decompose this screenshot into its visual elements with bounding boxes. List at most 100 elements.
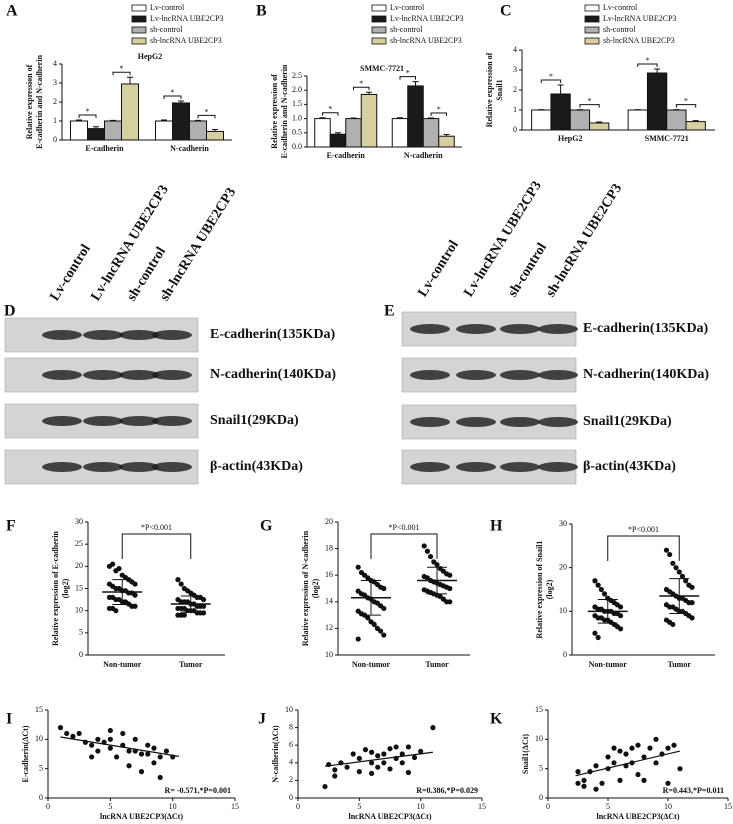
significance-bracket [579, 104, 600, 108]
data-point [76, 730, 82, 737]
y-tick-label: 14 [325, 597, 333, 606]
panel-letter: C [500, 3, 512, 20]
data-point [375, 764, 381, 770]
data-point [120, 730, 126, 737]
error-bar [212, 129, 218, 132]
bar [391, 118, 409, 148]
x-tick-label: 5 [606, 802, 610, 811]
error-bar [178, 100, 184, 103]
significance-star: * [406, 69, 410, 78]
bar [104, 120, 122, 141]
data-point [200, 596, 207, 603]
y-tick-label: 10 [35, 734, 43, 743]
legend-label: Lv-lncRNA UBE2CP3 [150, 14, 224, 23]
legend-label: Lv-control [390, 3, 425, 12]
data-point [611, 745, 617, 751]
data-point [595, 582, 601, 588]
legend-swatch [584, 26, 600, 34]
fit-line [60, 736, 179, 757]
x-tick-label: 10 [417, 802, 425, 811]
x-tick-label: Tumor [668, 660, 692, 669]
data-point [598, 586, 604, 593]
bar [666, 109, 687, 131]
y-axis-label: (log2) [61, 578, 70, 598]
protein-label: β-actin(43KDa) [210, 459, 303, 474]
significance-bracket [197, 114, 216, 119]
significance-bracket [399, 76, 416, 80]
data-point [89, 742, 95, 748]
data-point [369, 770, 375, 776]
sd-whisker [669, 578, 690, 615]
data-point [629, 745, 635, 751]
data-point [405, 769, 411, 776]
y-tick-label: 5 [39, 763, 43, 772]
data-point [399, 760, 405, 766]
panel-letter: F [6, 518, 16, 535]
bar [87, 128, 105, 141]
legend-label: Lv-control [603, 3, 638, 12]
data-point [653, 760, 659, 766]
data-point [132, 736, 138, 742]
x-tick-label: N-cadherin [170, 144, 209, 153]
data-point [381, 632, 387, 638]
y-tick-label: 5 [79, 628, 83, 637]
data-point [344, 764, 350, 770]
data-point [399, 751, 405, 757]
data-point [70, 733, 76, 740]
y-tick-label: 25 [75, 539, 83, 548]
y-axis-label: E-cadherin and N-cadherin [280, 64, 289, 158]
data-point [369, 749, 375, 755]
legend-swatch [584, 4, 600, 12]
data-point [599, 780, 605, 786]
data-point [387, 766, 393, 772]
data-point [670, 560, 676, 566]
data-point [593, 763, 599, 769]
y-tick-label: 4 [513, 45, 517, 54]
x-tick-label: 0 [296, 802, 300, 811]
data-point [381, 751, 387, 757]
data-point [332, 773, 338, 779]
lane-label: sh-lncRNA UBE2CP3 [157, 185, 239, 303]
data-point [424, 548, 430, 554]
data-point [332, 767, 338, 773]
x-axis-label: lncRNA UBE2CP3(ΔCt) [100, 812, 183, 821]
error-bar [412, 81, 419, 86]
data-point [381, 585, 387, 592]
data-point [592, 578, 598, 584]
blot-band [83, 370, 123, 380]
x-tick-label: 5 [108, 802, 112, 811]
legend-label: Lv-lncRNA UBE2CP3 [603, 14, 677, 23]
y-tick-label: 12 [325, 623, 333, 632]
x-tick-label: 0 [46, 802, 50, 811]
x-axis-label: lncRNA UBE2CP3(ΔCt) [596, 812, 679, 821]
protein-label: β-actin(43KDa) [583, 459, 676, 474]
blot-band [42, 330, 82, 340]
significance-star: * [684, 96, 688, 105]
data-point [145, 742, 151, 748]
bar [155, 120, 173, 141]
bar [550, 93, 571, 131]
data-point [434, 561, 440, 568]
x-tick-label: 15 [231, 802, 239, 811]
legend-swatch [131, 37, 147, 45]
y-axis-label: (log2) [311, 578, 320, 598]
blot-band [152, 462, 192, 472]
data-point [617, 626, 624, 632]
data-point [670, 621, 676, 628]
protein-label: E-cadherin(135KDa) [583, 321, 709, 336]
data-point [132, 592, 138, 598]
data-point [107, 736, 113, 742]
sd-whisker [597, 599, 618, 624]
significance-star: * [328, 105, 332, 114]
data-point [175, 577, 181, 583]
data-point [673, 565, 679, 571]
significance-bracket [637, 63, 658, 67]
bar [360, 93, 378, 148]
y-tick-label: 2 [53, 97, 57, 106]
significance-star: * [171, 88, 175, 97]
data-point [132, 603, 138, 609]
legend-swatch [584, 15, 600, 23]
significance-star: * [86, 107, 90, 116]
bar [531, 109, 552, 131]
blot-band [119, 416, 159, 426]
